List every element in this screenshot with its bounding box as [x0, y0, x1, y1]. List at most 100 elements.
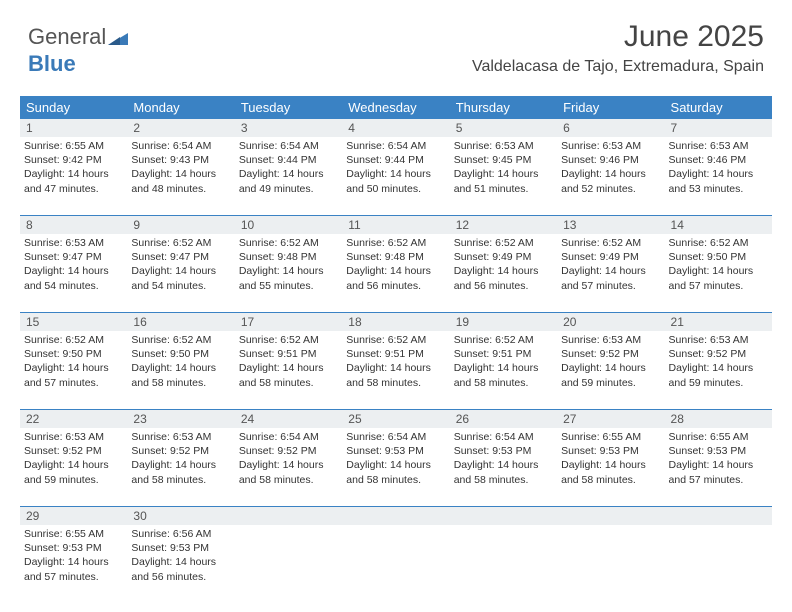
sunrise: Sunrise: 6:53 AM: [669, 333, 768, 347]
daynum: [342, 507, 449, 525]
calendar: Sunday Monday Tuesday Wednesday Thursday…: [20, 96, 772, 603]
daylight-2: and 59 minutes.: [561, 376, 660, 390]
sunset: Sunset: 9:53 PM: [346, 444, 445, 458]
daylight-1: Daylight: 14 hours: [561, 458, 660, 472]
daylight-1: Daylight: 14 hours: [131, 264, 230, 278]
daynum: 9: [127, 216, 234, 234]
daylight-1: Daylight: 14 hours: [454, 167, 553, 181]
sunrise: Sunrise: 6:52 AM: [131, 236, 230, 250]
day-cell: Sunrise: 6:55 AMSunset: 9:53 PMDaylight:…: [665, 428, 772, 506]
sunset: Sunset: 9:53 PM: [131, 541, 230, 555]
sunrise: Sunrise: 6:52 AM: [239, 236, 338, 250]
day-cell: Sunrise: 6:54 AMSunset: 9:44 PMDaylight:…: [342, 137, 449, 215]
daylight-1: Daylight: 14 hours: [131, 361, 230, 375]
week-3-daynums: 15 16 17 18 19 20 21: [20, 313, 772, 331]
day-cell: Sunrise: 6:53 AMSunset: 9:46 PMDaylight:…: [557, 137, 664, 215]
sunrise: Sunrise: 6:53 AM: [131, 430, 230, 444]
sunrise: Sunrise: 6:54 AM: [454, 430, 553, 444]
sunset: Sunset: 9:49 PM: [454, 250, 553, 264]
sunset: Sunset: 9:48 PM: [239, 250, 338, 264]
sunrise: Sunrise: 6:54 AM: [346, 430, 445, 444]
day-cell: Sunrise: 6:54 AMSunset: 9:44 PMDaylight:…: [235, 137, 342, 215]
daylight-2: and 54 minutes.: [131, 279, 230, 293]
daynum: [450, 507, 557, 525]
day-cell: Sunrise: 6:53 AMSunset: 9:47 PMDaylight:…: [20, 234, 127, 312]
sunrise: Sunrise: 6:53 AM: [561, 139, 660, 153]
daylight-2: and 48 minutes.: [131, 182, 230, 196]
logo-triangle-icon: [108, 25, 128, 51]
daynum: 25: [342, 410, 449, 428]
daylight-2: and 52 minutes.: [561, 182, 660, 196]
day-cell: Sunrise: 6:53 AMSunset: 9:52 PMDaylight:…: [665, 331, 772, 409]
sunset: Sunset: 9:52 PM: [131, 444, 230, 458]
weekday-tuesday: Tuesday: [235, 96, 342, 119]
logo-text-1: General: [28, 24, 106, 49]
daylight-2: and 57 minutes.: [669, 473, 768, 487]
daylight-1: Daylight: 14 hours: [131, 555, 230, 569]
sunrise: Sunrise: 6:52 AM: [239, 333, 338, 347]
day-cell: [450, 525, 557, 603]
daylight-2: and 59 minutes.: [669, 376, 768, 390]
day-cell: Sunrise: 6:52 AMSunset: 9:47 PMDaylight:…: [127, 234, 234, 312]
daylight-2: and 58 minutes.: [454, 473, 553, 487]
sunrise: Sunrise: 6:56 AM: [131, 527, 230, 541]
sunset: Sunset: 9:43 PM: [131, 153, 230, 167]
daylight-2: and 57 minutes.: [669, 279, 768, 293]
sunrise: Sunrise: 6:53 AM: [561, 333, 660, 347]
page-subtitle: Valdelacasa de Tajo, Extremadura, Spain: [472, 58, 764, 76]
daynum: 18: [342, 313, 449, 331]
sunset: Sunset: 9:42 PM: [24, 153, 123, 167]
sunset: Sunset: 9:44 PM: [239, 153, 338, 167]
day-cell: Sunrise: 6:52 AMSunset: 9:50 PMDaylight:…: [665, 234, 772, 312]
sunset: Sunset: 9:51 PM: [454, 347, 553, 361]
sunrise: Sunrise: 6:52 AM: [454, 333, 553, 347]
daylight-2: and 56 minutes.: [454, 279, 553, 293]
sunrise: Sunrise: 6:55 AM: [561, 430, 660, 444]
daynum: 17: [235, 313, 342, 331]
daylight-1: Daylight: 14 hours: [346, 361, 445, 375]
day-cell: Sunrise: 6:53 AMSunset: 9:45 PMDaylight:…: [450, 137, 557, 215]
sunset: Sunset: 9:51 PM: [239, 347, 338, 361]
day-cell: Sunrise: 6:53 AMSunset: 9:52 PMDaylight:…: [557, 331, 664, 409]
day-cell: Sunrise: 6:52 AMSunset: 9:51 PMDaylight:…: [450, 331, 557, 409]
daylight-1: Daylight: 14 hours: [24, 167, 123, 181]
daylight-1: Daylight: 14 hours: [131, 458, 230, 472]
daynum: [665, 507, 772, 525]
sunrise: Sunrise: 6:52 AM: [454, 236, 553, 250]
logo: General Blue: [28, 24, 128, 77]
daylight-2: and 58 minutes.: [346, 473, 445, 487]
sunset: Sunset: 9:52 PM: [239, 444, 338, 458]
daylight-2: and 59 minutes.: [24, 473, 123, 487]
daynum: [557, 507, 664, 525]
day-cell: Sunrise: 6:53 AMSunset: 9:52 PMDaylight:…: [20, 428, 127, 506]
day-cell: Sunrise: 6:54 AMSunset: 9:53 PMDaylight:…: [342, 428, 449, 506]
daylight-1: Daylight: 14 hours: [454, 264, 553, 278]
weekday-thursday: Thursday: [450, 96, 557, 119]
daylight-2: and 57 minutes.: [24, 376, 123, 390]
sunrise: Sunrise: 6:53 AM: [669, 139, 768, 153]
weekday-monday: Monday: [127, 96, 234, 119]
day-cell: Sunrise: 6:54 AMSunset: 9:53 PMDaylight:…: [450, 428, 557, 506]
logo-text-2: Blue: [28, 51, 76, 76]
daylight-2: and 58 minutes.: [346, 376, 445, 390]
sunset: Sunset: 9:53 PM: [561, 444, 660, 458]
daylight-2: and 49 minutes.: [239, 182, 338, 196]
daynum: 5: [450, 119, 557, 137]
daylight-1: Daylight: 14 hours: [24, 361, 123, 375]
week-2-body: Sunrise: 6:53 AMSunset: 9:47 PMDaylight:…: [20, 234, 772, 312]
day-cell: Sunrise: 6:52 AMSunset: 9:48 PMDaylight:…: [342, 234, 449, 312]
daylight-1: Daylight: 14 hours: [24, 555, 123, 569]
daynum: 11: [342, 216, 449, 234]
sunset: Sunset: 9:48 PM: [346, 250, 445, 264]
daylight-2: and 58 minutes.: [239, 473, 338, 487]
week-1-body: Sunrise: 6:55 AMSunset: 9:42 PMDaylight:…: [20, 137, 772, 215]
daynum: 2: [127, 119, 234, 137]
week-1-daynums: 1 2 3 4 5 6 7: [20, 119, 772, 137]
daynum: 27: [557, 410, 664, 428]
daynum: 30: [127, 507, 234, 525]
daynum: 10: [235, 216, 342, 234]
week-4-daynums: 22 23 24 25 26 27 28: [20, 410, 772, 428]
sunset: Sunset: 9:53 PM: [669, 444, 768, 458]
daylight-1: Daylight: 14 hours: [239, 361, 338, 375]
daylight-2: and 58 minutes.: [131, 376, 230, 390]
